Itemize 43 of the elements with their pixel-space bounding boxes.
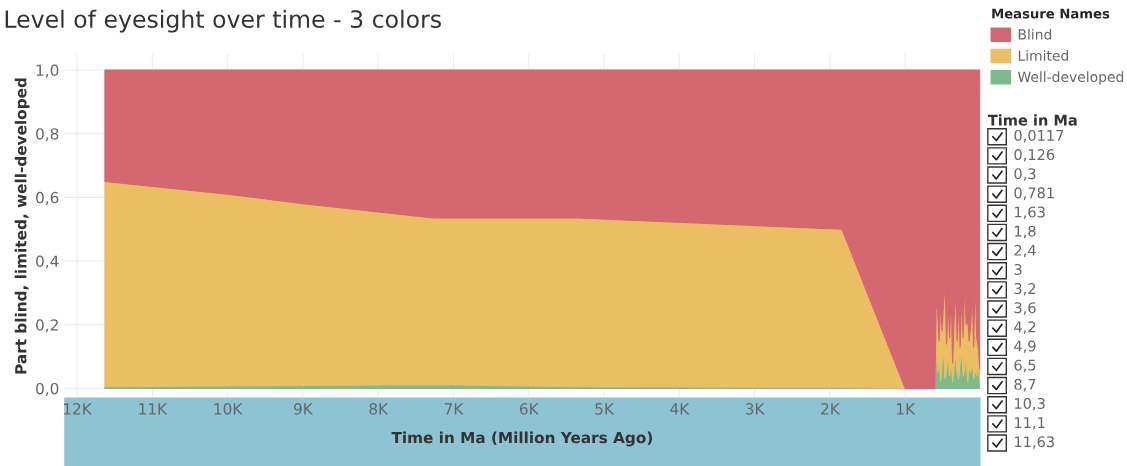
x-tick-label: 11K [139, 403, 168, 415]
x-tick-label: 1K [897, 403, 916, 415]
text: 0,126 [1014, 149, 1055, 162]
x-tick-label: 2K [821, 403, 841, 415]
x-tick-label: 4K [670, 403, 690, 415]
x-tick-label: 6K [519, 403, 539, 415]
text: Time in Ma [987, 114, 1077, 126]
x-tick-label: 9K [293, 403, 314, 415]
text: 0,0117 [1014, 129, 1064, 143]
legend-label: Blind [1018, 28, 1052, 40]
x-tick-label: 12K [63, 403, 93, 415]
chart-title: Level of eyesight over time - 3 colors [5, 9, 441, 33]
text: 8,7 [1014, 378, 1036, 392]
text: 3,6 [1014, 302, 1036, 315]
x-tick-label: 3K [745, 403, 765, 415]
text: 3 [1014, 263, 1022, 275]
y-tick-label: 0,6 [36, 191, 59, 205]
x-axis-title: Time in Ma (Million Years Ago) [391, 431, 652, 447]
text: 2,4 [1014, 244, 1036, 258]
text: 1,63 [1015, 206, 1045, 220]
legend-label: Limited [1018, 50, 1068, 61]
y-tick-label: 0,4 [36, 255, 59, 269]
x-tick-label: 8K [369, 403, 389, 415]
x-tick-label: 5K [595, 403, 615, 415]
text: 0,781 [1014, 187, 1054, 200]
y-tick-label: 1,0 [36, 64, 59, 78]
text: 0,3 [1014, 168, 1036, 181]
text: 6,5 [1014, 359, 1036, 373]
legend-label: Well-developed [1017, 71, 1124, 85]
x-tick-label: 7K [444, 403, 464, 415]
text: 11,1 [1015, 417, 1045, 430]
y-tick-label: 0,0 [36, 382, 59, 396]
y-axis-title: Part blind, limited, well-developed [14, 78, 30, 374]
text: 10,3 [1015, 397, 1045, 411]
text: 4,2 [1014, 321, 1036, 334]
text: 3,2 [1014, 283, 1036, 296]
legend-title: Measure Names [992, 8, 1110, 19]
text: 4,9 [1014, 340, 1036, 354]
y-tick-label: 0,8 [36, 128, 59, 142]
y-tick-label: 0,2 [36, 319, 58, 333]
text: 11,63 [1015, 436, 1054, 449]
x-tick-label: 10K [214, 403, 243, 415]
text: 1,8 [1015, 225, 1036, 239]
